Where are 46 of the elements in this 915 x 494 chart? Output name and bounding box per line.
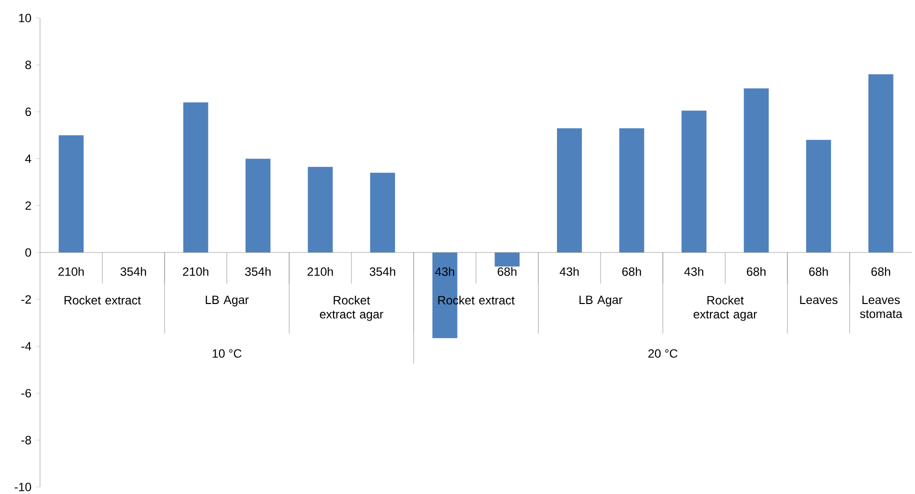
x-tick-label: 43h — [684, 267, 704, 276]
bar — [744, 88, 769, 252]
bar — [308, 166, 333, 252]
y-tick-label: -8 — [21, 436, 32, 444]
bar — [556, 128, 582, 252]
annotation: Rocket extract agar — [320, 296, 384, 321]
y-tick-label: 4 — [25, 154, 32, 163]
y-tick-label: -2 — [21, 295, 31, 304]
annotation: Rocket extract agar — [694, 296, 757, 321]
x-tick-label: 43h — [560, 267, 579, 276]
y-tick-label: -6 — [21, 388, 32, 398]
x-tick-label: 68h — [871, 267, 890, 276]
x-tick-label: 354h — [120, 267, 146, 276]
x-tick-label: 43h — [435, 267, 454, 276]
annotation: 10 °C — [212, 349, 242, 358]
y-tick-label: 0 — [25, 248, 32, 257]
annotation: Leaves — [800, 296, 838, 304]
bar — [619, 128, 644, 252]
bar — [868, 74, 894, 252]
annotation: LB Agar — [206, 296, 249, 306]
y-tick-label: -10 — [14, 482, 32, 492]
x-tick-label: 68h — [622, 267, 641, 276]
bar — [370, 172, 396, 252]
y-tick-label: 10 — [19, 14, 32, 22]
y-tick-label: 2 — [25, 201, 31, 210]
bar — [246, 158, 270, 252]
bar — [806, 140, 832, 252]
y-tick-label: 6 — [25, 108, 32, 116]
y-tick-label: -4 — [21, 342, 32, 350]
x-tick-label: 210h — [182, 267, 208, 276]
x-tick-label: 210h — [308, 267, 333, 276]
x-tick-label: 354h — [370, 267, 396, 276]
annotation: Rocket extract — [64, 296, 141, 304]
x-tick-label: 354h — [245, 267, 271, 276]
x-tick-label: 210h — [58, 267, 84, 276]
bar — [494, 252, 520, 267]
x-tick-label: 68h — [809, 267, 828, 276]
bar — [58, 135, 84, 252]
x-tick-label: 68h — [746, 267, 766, 276]
annotation: 20 °C — [648, 349, 678, 358]
y-tick-label: 8 — [25, 60, 32, 70]
annotation: LB Agar — [580, 296, 622, 306]
annotation: Leaves stomata — [860, 296, 902, 318]
bar — [183, 102, 208, 252]
x-tick-label: 68h — [498, 267, 516, 276]
bar — [682, 110, 706, 252]
